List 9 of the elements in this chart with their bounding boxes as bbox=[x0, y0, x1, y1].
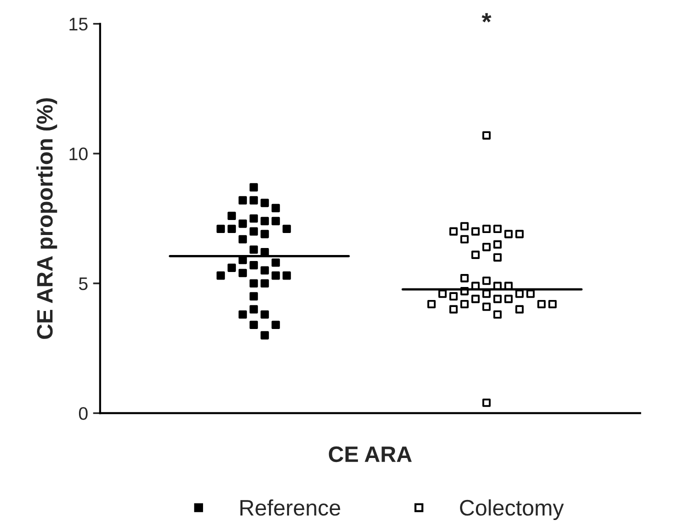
y-axis-title: CE ARA proportion (%) bbox=[36, 98, 58, 339]
legend-label: Colectomy bbox=[460, 499, 564, 520]
y-tick-label: 10 bbox=[70, 148, 88, 160]
text: * bbox=[482, 13, 492, 22]
x-tick-label: CE ARA bbox=[328, 446, 412, 462]
legend-label: Reference bbox=[240, 499, 340, 516]
y-tick-label: 15 bbox=[70, 18, 88, 31]
y-tick-label: 0 bbox=[78, 407, 88, 420]
y-tick-label: 5 bbox=[78, 277, 88, 290]
